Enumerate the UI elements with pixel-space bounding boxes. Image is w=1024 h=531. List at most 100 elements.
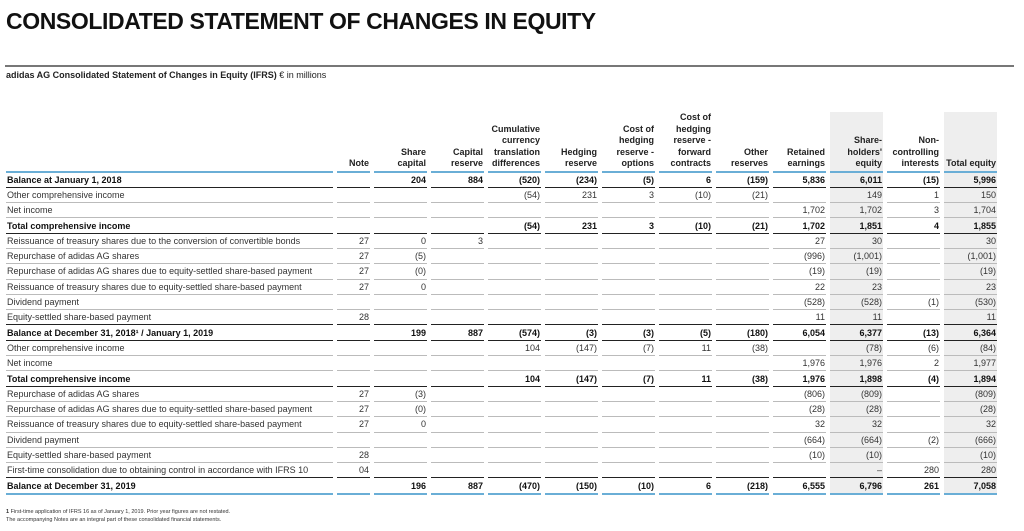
value-cell — [374, 203, 427, 219]
value-cell: 6,796 — [830, 478, 883, 495]
value-cell: 32 — [773, 417, 826, 433]
value-cell — [488, 356, 541, 372]
value-cell — [374, 463, 427, 479]
value-cell: 1,976 — [773, 356, 826, 372]
row-label: Total comprehensive income — [6, 218, 333, 234]
note-cell: 27 — [337, 280, 370, 295]
column-header: Cumulative currency translation differen… — [488, 112, 541, 173]
value-cell: 3 — [431, 234, 484, 249]
value-cell: 22 — [773, 280, 826, 295]
value-cell: 1,976 — [773, 371, 826, 387]
note-cell — [337, 356, 370, 372]
value-cell: 27 — [773, 234, 826, 249]
row-label: Equity-settled share-based payment — [6, 448, 333, 464]
note-cell: 28 — [337, 448, 370, 464]
value-cell — [545, 264, 598, 280]
row-label: Equity-settled share-based payment — [6, 310, 333, 326]
value-cell: 1,851 — [830, 218, 883, 234]
value-cell — [602, 264, 655, 280]
value-cell — [431, 356, 484, 372]
value-cell — [716, 310, 769, 326]
table-row: Repurchase of adidas AG shares 27 (3) (806)… — [6, 386, 997, 402]
value-cell — [374, 448, 427, 464]
value-cell — [545, 280, 598, 295]
value-cell: (470) — [488, 478, 541, 495]
value-cell: 30 — [944, 233, 997, 249]
value-cell: 1,898 — [830, 371, 883, 387]
value-cell — [431, 295, 484, 311]
note-cell — [337, 371, 370, 387]
value-cell: (28) — [944, 401, 997, 418]
value-cell — [716, 387, 769, 402]
value-cell — [887, 280, 940, 295]
value-cell — [374, 433, 427, 448]
value-cell: 1,702 — [773, 218, 826, 234]
note-cell: 27 — [337, 417, 370, 433]
table-row: Equity-settled share-based payment 28 11 11… — [6, 310, 997, 326]
value-cell: (1,001) — [944, 248, 997, 265]
value-cell — [431, 371, 484, 387]
value-cell — [488, 463, 541, 479]
row-label: Reissuance of treasury shares due to equ… — [6, 280, 333, 295]
value-cell: (664) — [830, 432, 883, 448]
value-cell: (13) — [887, 325, 940, 341]
value-cell: (78) — [830, 340, 883, 357]
value-cell — [887, 448, 940, 464]
value-cell: 1,855 — [944, 218, 997, 234]
row-label: Dividend payment — [6, 295, 333, 311]
caption-text: adidas AG Consolidated Statement of Chan… — [6, 70, 277, 80]
column-header: Hedging reserve — [545, 112, 598, 173]
value-cell: (38) — [716, 371, 769, 387]
value-cell — [488, 448, 541, 464]
table-row: Dividend payment (664) (664) (2) (666) — [6, 432, 997, 448]
column-header: Capital reserve — [431, 112, 484, 173]
value-cell — [545, 417, 598, 433]
value-cell — [488, 203, 541, 219]
value-cell: 5,996 — [944, 172, 997, 188]
value-cell — [431, 280, 484, 295]
table-row: Equity-settled share-based payment 28 (10)… — [6, 447, 997, 464]
note-cell — [337, 433, 370, 448]
value-cell: (3) — [602, 325, 655, 341]
value-cell — [773, 463, 826, 479]
value-cell: 6,555 — [773, 478, 826, 495]
table-row: Reissuance of treasury shares due to equ… — [6, 279, 997, 295]
value-cell: (234) — [545, 173, 598, 188]
value-cell: (54) — [488, 218, 541, 234]
title-divider — [5, 65, 1014, 67]
value-cell — [374, 188, 427, 204]
value-cell: 1,702 — [830, 203, 883, 219]
value-cell: (574) — [488, 325, 541, 341]
value-cell — [374, 356, 427, 372]
value-cell: (38) — [716, 341, 769, 357]
column-header: Non- controlling interests — [887, 112, 940, 173]
value-cell: (528) — [830, 294, 883, 311]
value-cell — [488, 280, 541, 295]
value-cell: 3 — [887, 203, 940, 219]
value-cell — [659, 295, 712, 311]
value-cell — [716, 417, 769, 433]
value-cell: 0 — [374, 417, 427, 433]
unit-label: € in millions — [279, 70, 327, 80]
value-cell: (147) — [545, 341, 598, 357]
value-cell — [545, 387, 598, 402]
row-label: Balance at December 31, 2019 — [6, 478, 333, 495]
page-title: CONSOLIDATED STATEMENT OF CHANGES IN EQU… — [6, 8, 596, 34]
value-cell: 23 — [830, 279, 883, 295]
value-cell — [488, 433, 541, 448]
value-cell: (180) — [716, 325, 769, 341]
value-cell: (1,001) — [830, 248, 883, 265]
value-cell — [716, 433, 769, 448]
value-cell — [545, 402, 598, 418]
row-label: Reissuance of treasury shares due to equ… — [6, 417, 333, 433]
footnotes: 1 First-time application of IFRS 16 as o… — [6, 508, 230, 524]
row-label: Net income — [6, 356, 333, 372]
note-cell — [337, 173, 370, 188]
value-cell — [431, 218, 484, 234]
value-cell: 1,977 — [944, 356, 997, 372]
row-label: Repurchase of adidas AG shares due to eq… — [6, 264, 333, 280]
value-cell — [602, 234, 655, 249]
value-cell: (664) — [773, 433, 826, 448]
value-cell — [716, 203, 769, 219]
value-cell — [545, 433, 598, 448]
